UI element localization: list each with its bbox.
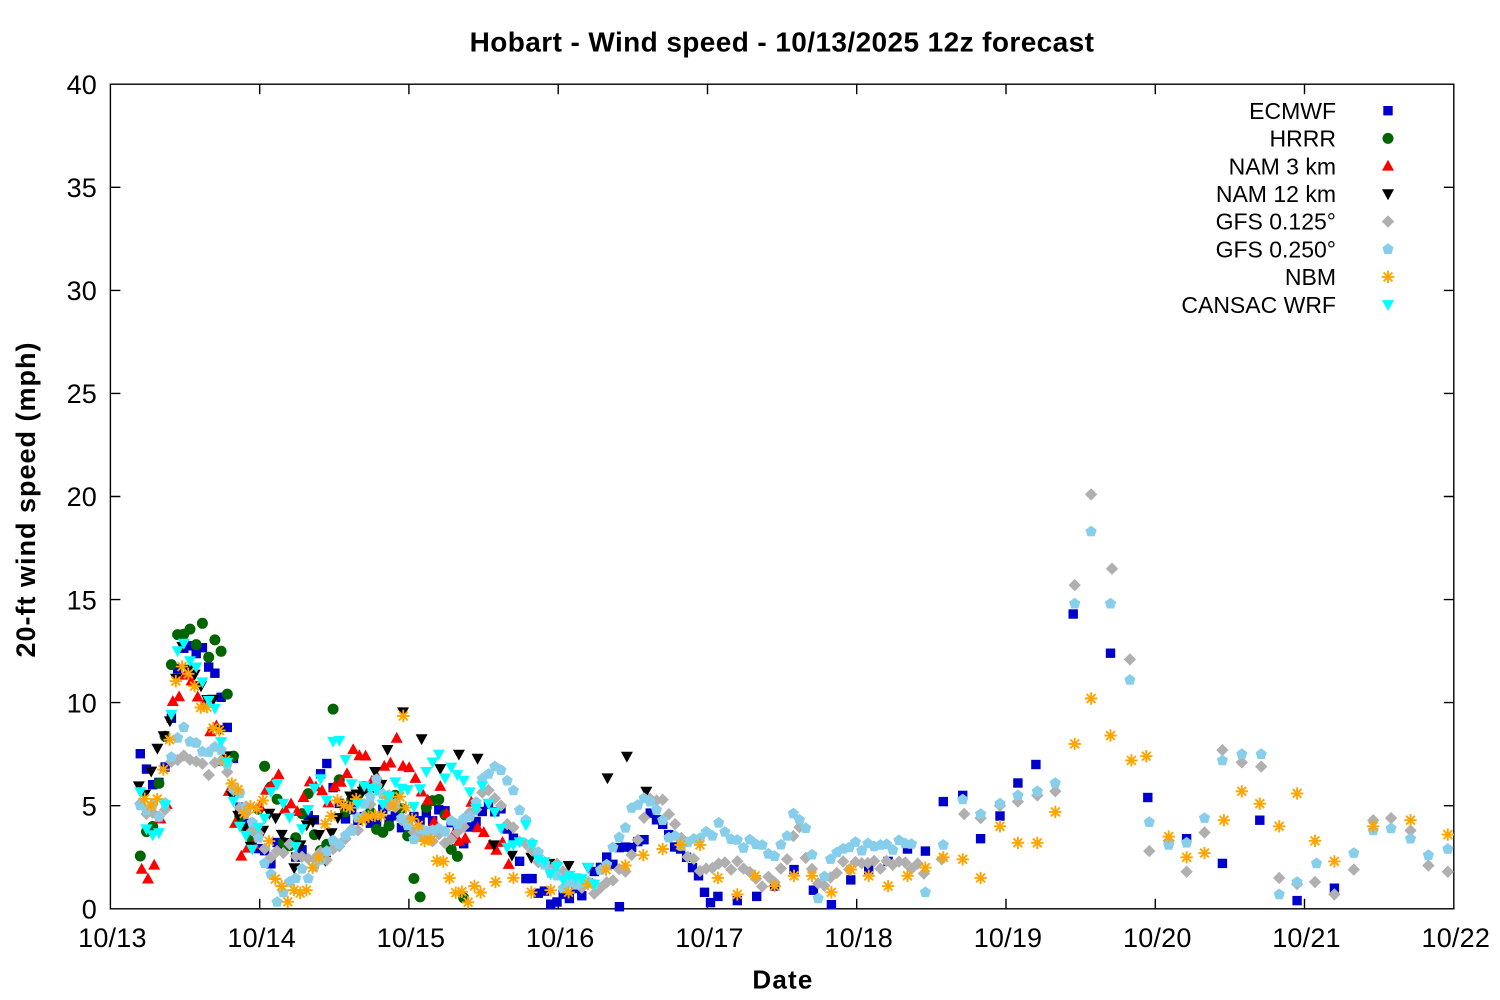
svg-text:0: 0 bbox=[82, 895, 97, 925]
svg-text:40: 40 bbox=[67, 70, 97, 100]
svg-text:15: 15 bbox=[67, 585, 97, 615]
svg-text:20-ft wind speed (mph): 20-ft wind speed (mph) bbox=[11, 341, 41, 657]
svg-text:NBM: NBM bbox=[1285, 264, 1336, 290]
svg-text:Hobart - Wind speed - 10/13/20: Hobart - Wind speed - 10/13/2025 12z for… bbox=[470, 27, 1095, 58]
svg-text:10/17: 10/17 bbox=[675, 923, 744, 953]
svg-text:10/18: 10/18 bbox=[824, 923, 893, 953]
svg-text:Date: Date bbox=[752, 965, 813, 995]
svg-text:10: 10 bbox=[67, 688, 97, 718]
svg-text:CANSAC WRF: CANSAC WRF bbox=[1181, 292, 1336, 318]
svg-text:10/15: 10/15 bbox=[377, 923, 446, 953]
svg-text:NAM 3 km: NAM 3 km bbox=[1229, 153, 1336, 179]
svg-text:GFS 0.125°: GFS 0.125° bbox=[1216, 209, 1336, 235]
svg-text:25: 25 bbox=[67, 379, 97, 409]
svg-text:10/16: 10/16 bbox=[526, 923, 595, 953]
svg-text:10/22: 10/22 bbox=[1422, 923, 1491, 953]
svg-text:30: 30 bbox=[67, 276, 97, 306]
svg-text:10/21: 10/21 bbox=[1272, 923, 1341, 953]
svg-text:35: 35 bbox=[67, 173, 97, 203]
svg-text:20: 20 bbox=[67, 482, 97, 512]
svg-text:NAM 12 km: NAM 12 km bbox=[1216, 181, 1336, 207]
svg-text:ECMWF: ECMWF bbox=[1249, 98, 1336, 124]
svg-text:GFS 0.250°: GFS 0.250° bbox=[1216, 236, 1336, 262]
svg-text:10/20: 10/20 bbox=[1123, 923, 1192, 953]
svg-text:10/13: 10/13 bbox=[78, 923, 147, 953]
svg-text:HRRR: HRRR bbox=[1270, 126, 1336, 152]
svg-text:10/19: 10/19 bbox=[974, 923, 1043, 953]
svg-text:5: 5 bbox=[82, 791, 97, 821]
svg-text:10/14: 10/14 bbox=[227, 923, 296, 953]
